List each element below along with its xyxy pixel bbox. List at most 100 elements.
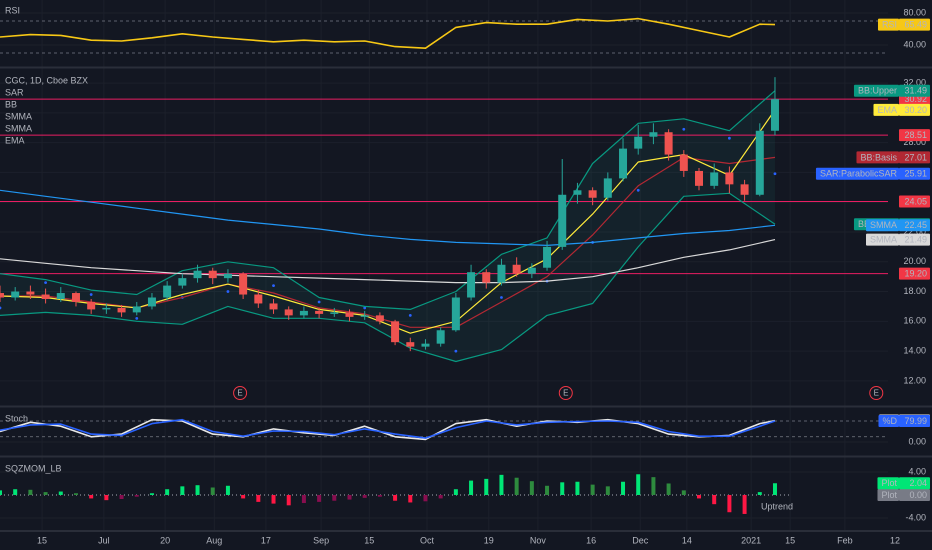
sar-dot	[727, 136, 731, 140]
y-tick-label: 80.00	[903, 7, 926, 17]
value-label: 25.91	[904, 169, 927, 179]
momentum-bar	[225, 485, 230, 495]
x-tick-label: 14	[682, 535, 692, 545]
sar-dot	[773, 172, 777, 176]
candle-body	[375, 315, 384, 322]
x-tick-label: 15	[37, 535, 47, 545]
candle-body	[223, 273, 232, 279]
sar-dot	[682, 127, 686, 131]
y-tick-label: 4.00	[908, 466, 926, 476]
y-tick-label: 0.00	[908, 436, 926, 446]
candle-body	[497, 264, 506, 283]
value-label: 2.04	[909, 478, 927, 488]
candle-body	[558, 194, 567, 247]
value-label: 21.49	[904, 234, 927, 244]
y-tick-label: 16.00	[903, 316, 926, 326]
momentum-bar	[545, 485, 550, 495]
annotation: Uptrend	[761, 501, 793, 511]
momentum-bar	[666, 483, 671, 495]
candle-body	[421, 343, 430, 347]
candle-body	[573, 190, 582, 195]
name-label: SMMA	[870, 220, 897, 230]
candle-body	[512, 264, 521, 274]
candle-body	[102, 307, 111, 310]
momentum-bar	[332, 494, 337, 501]
value-label-box	[899, 151, 930, 164]
candle-body	[603, 178, 612, 198]
momentum-bar	[408, 494, 413, 503]
sar-dot	[636, 188, 640, 192]
momentum-bar	[165, 489, 170, 495]
candle-body	[619, 148, 628, 179]
momentum-bar	[195, 485, 200, 495]
x-tick-label: 17	[261, 535, 271, 545]
candle-body	[451, 297, 460, 331]
momentum-bar	[0, 490, 2, 495]
momentum-bar	[89, 494, 94, 499]
candle-body	[269, 303, 278, 310]
x-tick-label: Aug	[206, 535, 222, 545]
candle-body	[0, 293, 4, 298]
name-label-box	[877, 477, 899, 490]
candle-body	[695, 170, 703, 186]
value-label: 24.05	[904, 196, 927, 206]
candle-body	[208, 270, 217, 279]
series-line	[0, 418, 776, 439]
pane-title: CGC, 1D, Cboe BZX	[5, 75, 88, 85]
event-label: E	[237, 389, 242, 398]
momentum-bar	[469, 480, 474, 495]
series-line	[0, 17, 776, 49]
candle-body	[71, 293, 80, 302]
x-tick-label: Oct	[420, 535, 435, 545]
candle-body	[406, 342, 415, 347]
x-tick-label: Sep	[313, 535, 329, 545]
momentum-bar	[73, 493, 78, 495]
x-tick-label: 12	[890, 535, 900, 545]
momentum-bar	[772, 483, 777, 495]
indicator-line	[0, 239, 776, 284]
candle-body	[163, 285, 172, 298]
y-tick-label: 40.00	[903, 39, 926, 49]
sar-dot	[500, 296, 503, 299]
name-label-box	[866, 219, 899, 232]
momentum-bar	[286, 494, 291, 506]
candle-body	[254, 294, 263, 304]
momentum-bar	[484, 478, 489, 495]
candle-body	[41, 294, 50, 299]
pane-title: Stoch	[5, 413, 28, 423]
legend-entry: SAR	[5, 87, 24, 97]
momentum-bar	[697, 494, 701, 499]
value-label-box	[899, 267, 930, 280]
momentum-bar	[28, 489, 33, 495]
value-label: 28.51	[904, 130, 927, 140]
sar-dot	[89, 293, 93, 296]
x-tick-label: 15	[364, 535, 374, 545]
event-label: E	[563, 389, 568, 398]
sar-dot	[454, 349, 458, 353]
x-tick-label: 15	[785, 535, 795, 545]
x-tick-label: Feb	[837, 535, 853, 545]
legend-entry: EMA	[5, 135, 25, 145]
momentum-bar	[149, 493, 154, 495]
momentum-bar	[757, 492, 762, 495]
value-label-box	[899, 477, 930, 490]
sar-dot	[408, 313, 412, 317]
candle-body	[193, 270, 202, 279]
name-label: BB:Basis	[860, 152, 897, 162]
sar-dot	[317, 300, 321, 304]
name-label-box	[853, 84, 899, 97]
pane-title: SQZMOM_LB	[5, 463, 62, 473]
candle-body	[755, 130, 764, 195]
value-label-box	[899, 219, 930, 232]
momentum-bar	[58, 491, 63, 495]
sar-dot	[0, 306, 2, 310]
candle-body	[543, 246, 552, 268]
event-marker	[558, 386, 573, 400]
momentum-bar	[438, 494, 443, 499]
candle-body	[315, 310, 324, 314]
value-label: 30.20	[904, 105, 927, 115]
momentum-bar	[241, 494, 246, 499]
